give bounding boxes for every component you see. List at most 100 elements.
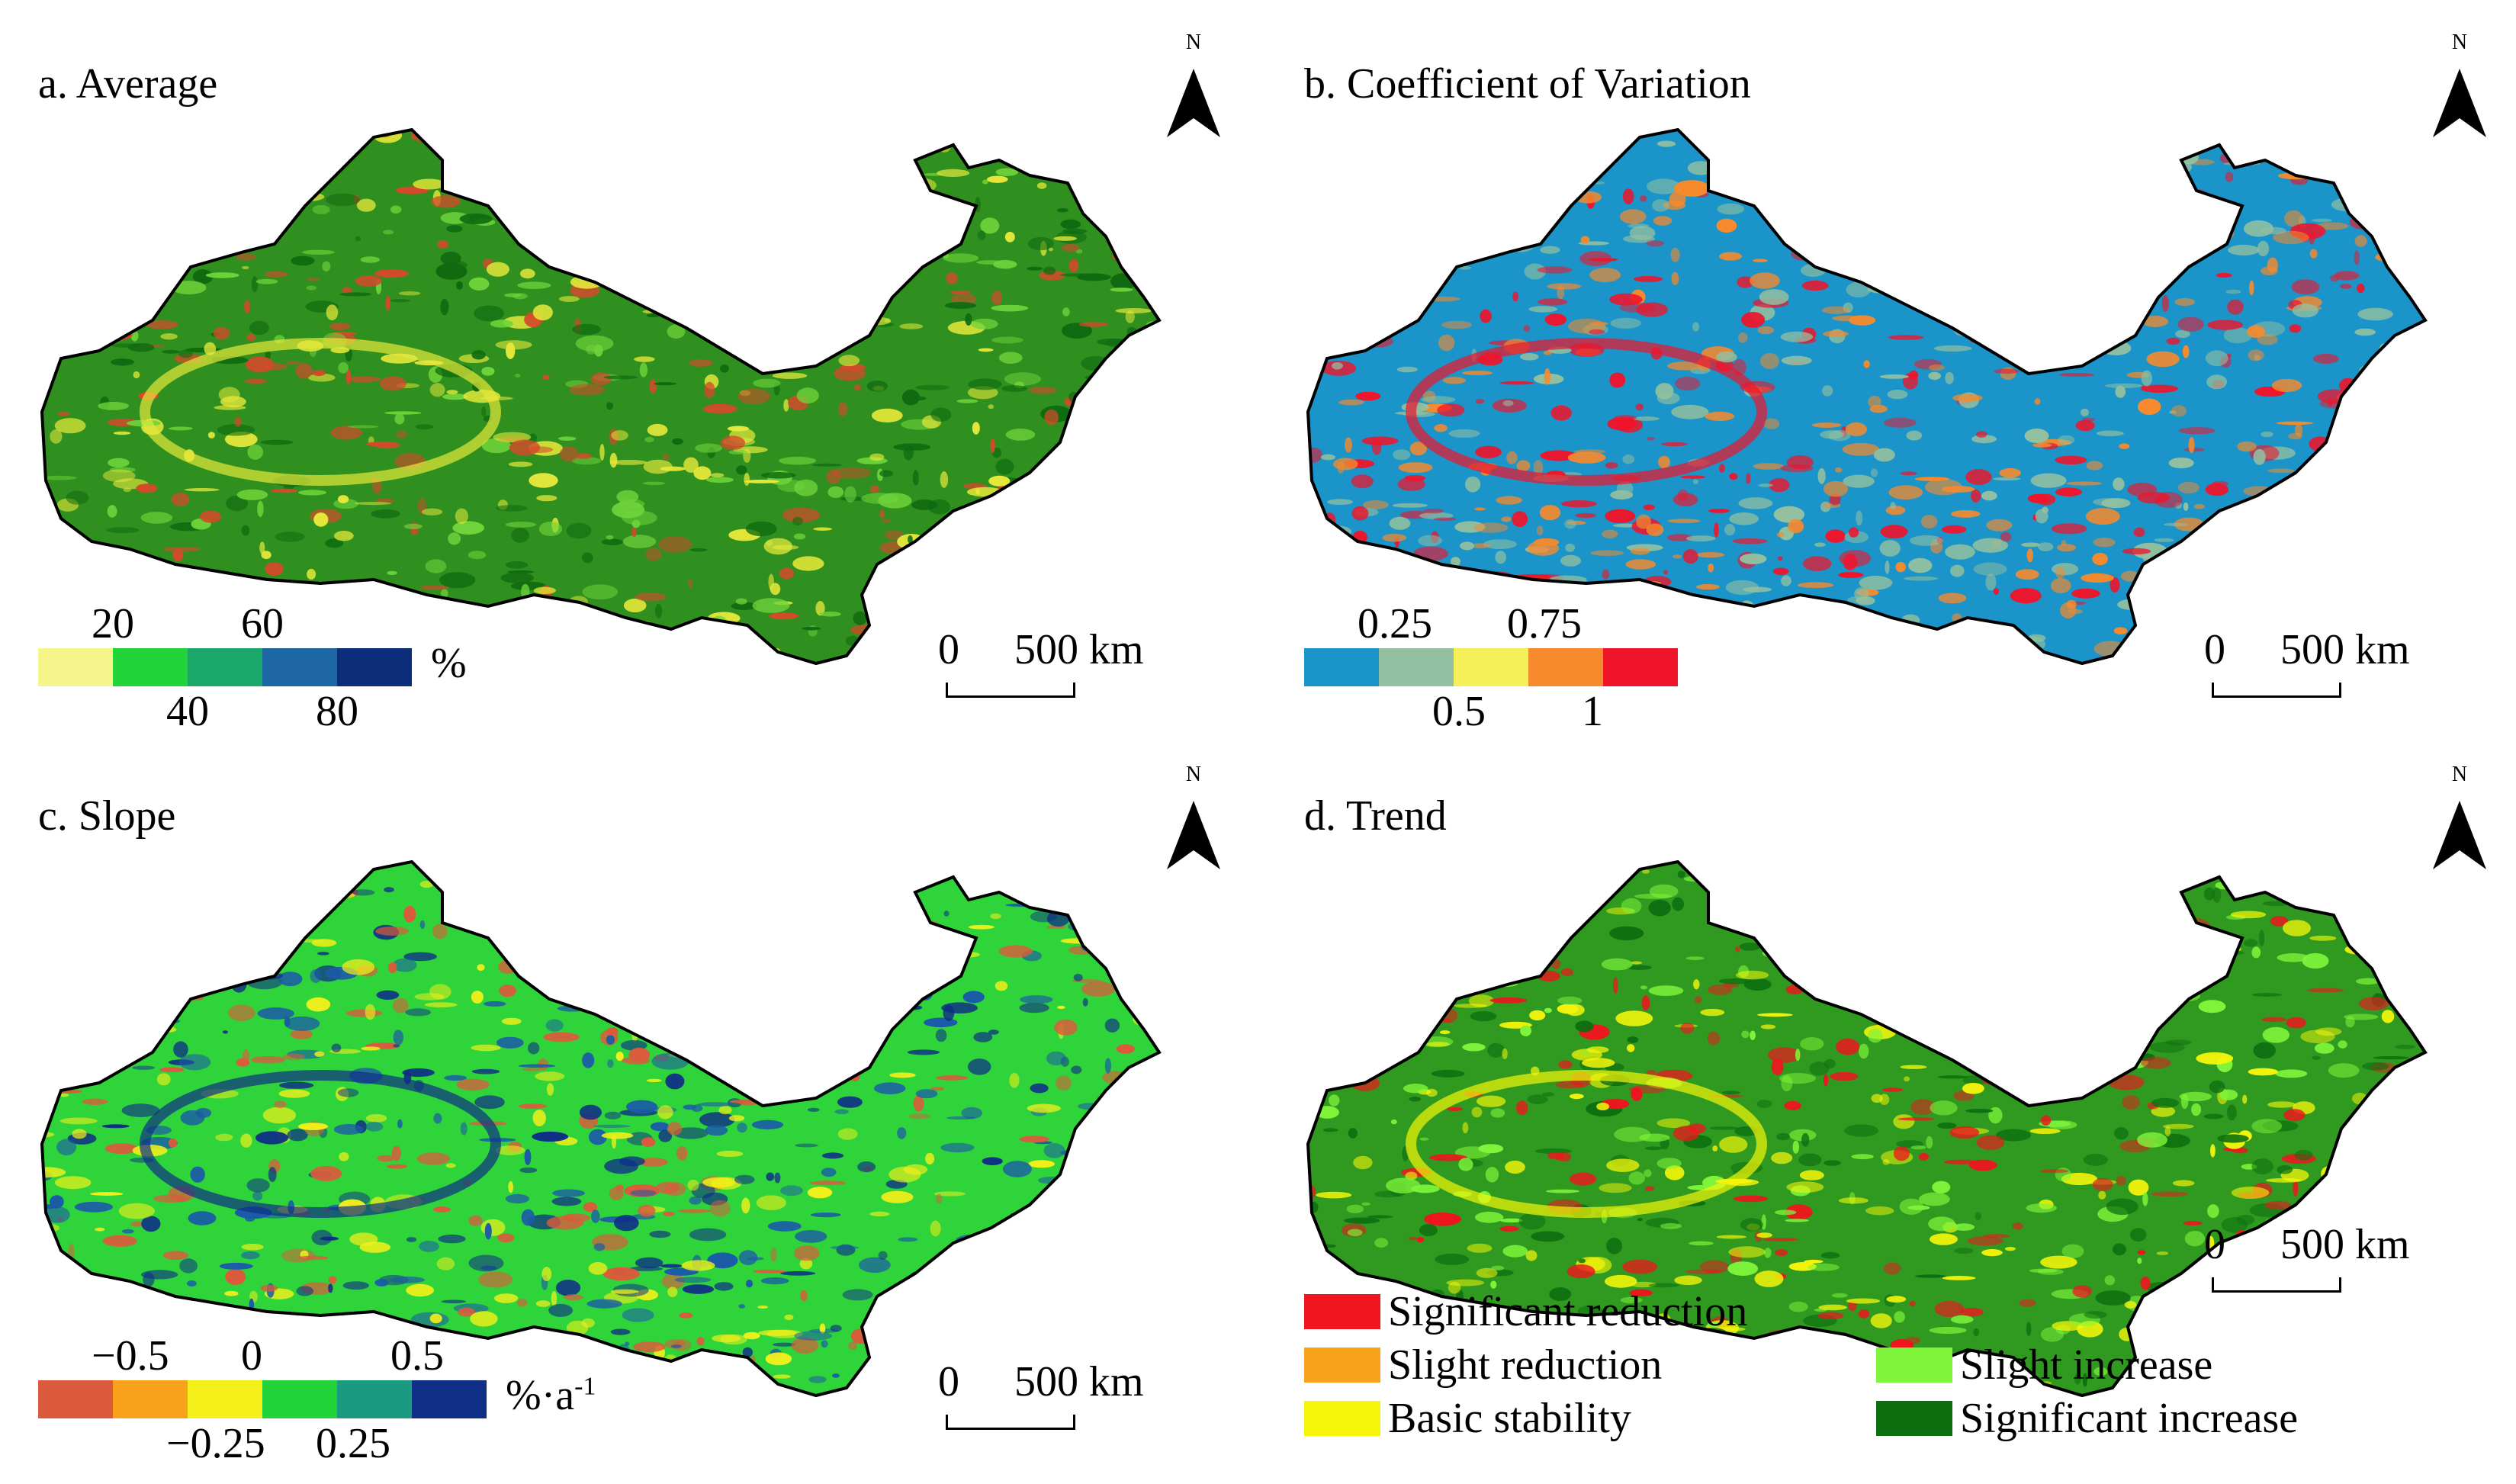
colorbar-cell (1454, 648, 1528, 686)
north-label: N (1185, 31, 1202, 54)
scale-bar: 0 500 km (2181, 625, 2410, 724)
colorbar-cell (1379, 648, 1454, 686)
colorbar-cell (262, 648, 337, 686)
north-arrow-icon (2433, 801, 2486, 869)
scale-line (2212, 1277, 2341, 1293)
colorbar-tick-label: 80 (316, 688, 358, 735)
colorbar-cell (337, 648, 412, 686)
legend-label: Slight reduction (1388, 1341, 1663, 1389)
legend-label: Significant increase (1960, 1395, 2299, 1442)
colorbar-legend: −0.5 0 0.5 −0.25 0.25 %·a-1 (38, 1332, 596, 1465)
scale-bar: 0 500 km (915, 625, 1144, 724)
scale-line (946, 683, 1075, 698)
colorbar-tick-label: −0.25 (166, 1420, 265, 1467)
panel-title: c. Slope (38, 792, 176, 840)
panel-trend: d. Trend N Significant reduction Slight r… (1281, 747, 2516, 1457)
map-region-cv (1306, 127, 2428, 666)
scale-zero-label: 0 (938, 626, 959, 673)
map-fill (42, 862, 1159, 1396)
legend-item: Basic stability (1304, 1395, 1631, 1442)
colorbar-cell (1603, 648, 1678, 686)
colorbar-unit: % (431, 640, 467, 687)
colorbar-tick-label: 40 (166, 688, 209, 735)
colorbar-cell (38, 648, 113, 686)
legend-item: Significant reduction (1304, 1288, 1748, 1335)
scale-length-label: 500 km (1014, 626, 1144, 673)
colorbar-cell (337, 1380, 412, 1418)
panel-slope: c. Slope N −0.5 0 0.5 −0.25 0.25 %·a-1 0 500 … (15, 747, 1251, 1465)
colorbar-cell (38, 1380, 113, 1418)
legend-swatch (1876, 1401, 1952, 1436)
scale-length-label: 500 km (2280, 1221, 2410, 1268)
legend-item: Significant increase (1876, 1395, 2299, 1442)
scale-bar: 0 500 km (915, 1357, 1144, 1457)
panel-average: a. Average N 20 60 40 80% 0 500 km (15, 15, 1251, 733)
north-arrow: N (1159, 31, 1228, 175)
map-fill (42, 130, 1159, 663)
legend-item: Slight reduction (1304, 1341, 1663, 1389)
north-arrow: N (2425, 31, 2494, 175)
scale-line (2212, 683, 2341, 698)
colorbar-cell (412, 1380, 487, 1418)
colorbar-tick-label: 0.5 (1432, 688, 1486, 735)
north-arrow-icon (1167, 801, 1220, 869)
colorbar-unit: %·a-1 (506, 1372, 596, 1419)
colorbar-cell (188, 648, 262, 686)
colorbar-tick-label: 20 (92, 600, 134, 647)
legend-label: Slight increase (1960, 1341, 2213, 1389)
legend-swatch (1304, 1347, 1380, 1383)
north-label: N (1185, 763, 1202, 786)
colorbar-cell (113, 1380, 188, 1418)
colorbar-tick-label: 0.75 (1507, 600, 1582, 647)
panel-title: d. Trend (1304, 792, 1447, 840)
north-arrow: N (1159, 763, 1228, 907)
scale-zero-label: 0 (938, 1358, 959, 1405)
colorbar-tick-label: 0.25 (1358, 600, 1432, 647)
colorbar-cell (1528, 648, 1603, 686)
map-region-average (40, 127, 1162, 666)
panel-title: a. Average (38, 60, 218, 108)
colorbar-cell (113, 648, 188, 686)
legend-item: Slight increase (1876, 1341, 2213, 1389)
scale-zero-label: 0 (2204, 1221, 2225, 1268)
colorbar (38, 648, 412, 686)
scale-length-label: 500 km (1014, 1358, 1144, 1405)
colorbar-tick-label: 0 (241, 1332, 262, 1380)
colorbar-cell (1304, 648, 1379, 686)
colorbar-tick-label: 0.25 (316, 1420, 390, 1467)
panel-coefficient-of-variation: b. Coefficient of Variation N 0.25 0.75 0.… (1281, 15, 2516, 733)
colorbar-cell (188, 1380, 262, 1418)
map-region-slope (40, 859, 1162, 1398)
legend-swatch (1876, 1347, 1952, 1383)
colorbar-cell (262, 1380, 337, 1418)
colorbar-tick-label: 0.5 (390, 1332, 444, 1380)
category-legend: Significant reduction Slight reduction Bas… (1304, 1288, 2448, 1449)
map-outline (40, 127, 1162, 666)
legend-label: Basic stability (1388, 1395, 1631, 1442)
legend-label: Significant reduction (1388, 1288, 1748, 1335)
colorbar-legend: 20 60 40 80% (38, 600, 572, 733)
map-region-trend (1306, 859, 2428, 1398)
map-outline (1306, 127, 2428, 666)
colorbar-tick-label: 1 (1582, 688, 1603, 735)
north-label: N (2451, 31, 2468, 54)
panel-title: b. Coefficient of Variation (1304, 60, 1751, 108)
north-label: N (2451, 763, 2468, 786)
scale-bar: 0 500 km (2181, 1220, 2410, 1319)
colorbar-tick-label: 60 (241, 600, 284, 647)
scale-zero-label: 0 (2204, 626, 2225, 673)
colorbar (1304, 648, 1678, 686)
map-outline (40, 859, 1162, 1398)
north-arrow-icon (1167, 69, 1220, 137)
colorbar-legend: 0.25 0.75 0.5 1 (1304, 600, 1838, 733)
legend-swatch (1304, 1401, 1380, 1436)
colorbar-tick-label: −0.5 (92, 1332, 169, 1380)
map-outline (1306, 859, 2428, 1398)
colorbar-unit-exponent: -1 (574, 1372, 596, 1401)
scale-line (946, 1415, 1075, 1430)
legend-swatch (1304, 1294, 1380, 1329)
north-arrow-icon (2433, 69, 2486, 137)
scale-length-label: 500 km (2280, 626, 2410, 673)
colorbar (38, 1380, 487, 1418)
north-arrow: N (2425, 763, 2494, 907)
